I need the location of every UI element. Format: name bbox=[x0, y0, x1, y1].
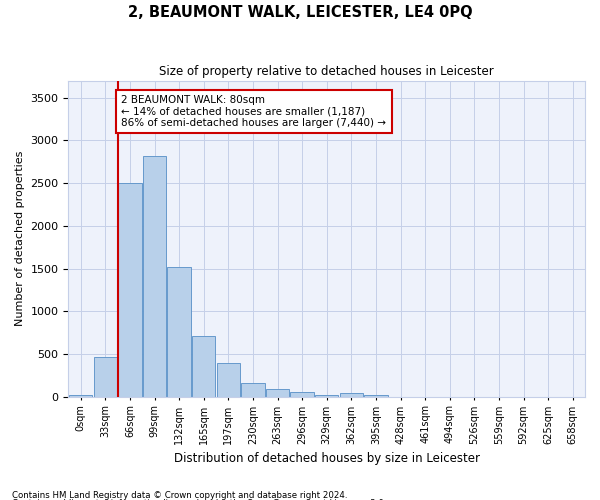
Bar bbox=[340, 393, 363, 396]
Bar bbox=[315, 394, 338, 396]
Bar bbox=[266, 389, 289, 396]
Text: 2, BEAUMONT WALK, LEICESTER, LE4 0PQ: 2, BEAUMONT WALK, LEICESTER, LE4 0PQ bbox=[128, 5, 472, 20]
Bar bbox=[364, 395, 388, 396]
Bar bbox=[167, 267, 191, 396]
Bar bbox=[241, 384, 265, 396]
Title: Size of property relative to detached houses in Leicester: Size of property relative to detached ho… bbox=[160, 65, 494, 78]
Bar bbox=[192, 336, 215, 396]
Y-axis label: Number of detached properties: Number of detached properties bbox=[15, 151, 25, 326]
Bar bbox=[143, 156, 166, 396]
Text: Contains HM Land Registry data © Crown copyright and database right 2024.: Contains HM Land Registry data © Crown c… bbox=[12, 490, 347, 500]
Bar bbox=[94, 358, 117, 397]
Bar bbox=[118, 183, 142, 396]
Text: 2 BEAUMONT WALK: 80sqm
← 14% of detached houses are smaller (1,187)
86% of semi-: 2 BEAUMONT WALK: 80sqm ← 14% of detached… bbox=[121, 95, 386, 128]
Bar bbox=[217, 364, 240, 396]
Bar bbox=[69, 395, 92, 396]
X-axis label: Distribution of detached houses by size in Leicester: Distribution of detached houses by size … bbox=[174, 452, 480, 465]
Bar bbox=[290, 392, 314, 396]
